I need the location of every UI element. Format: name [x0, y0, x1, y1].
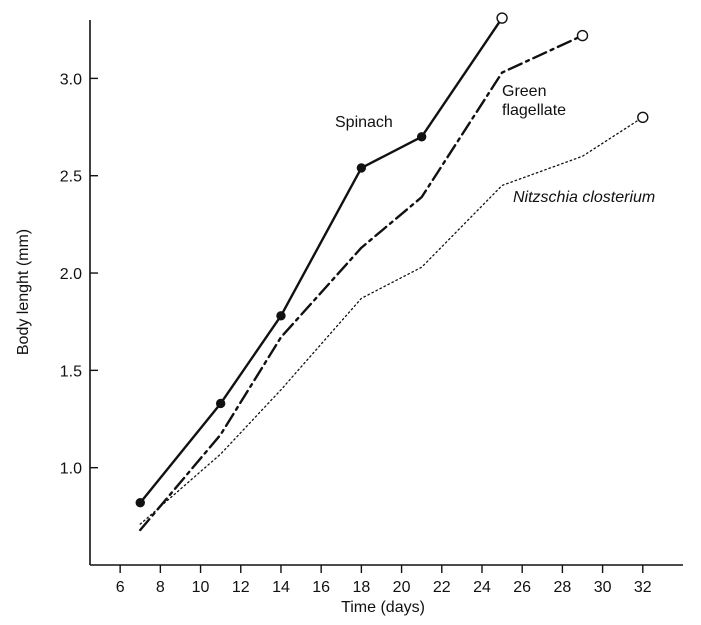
x-tick-label: 32 — [634, 579, 652, 596]
endpoint-open-marker — [576, 29, 589, 42]
x-tick-label: 18 — [352, 579, 370, 596]
x-tick-label: 26 — [513, 579, 531, 596]
x-tick-label: 16 — [312, 579, 330, 596]
data-point-marker — [276, 311, 286, 321]
data-point-marker — [416, 132, 427, 142]
x-tick-label: 28 — [553, 579, 571, 596]
x-tick-label: 30 — [594, 579, 612, 596]
x-tick-label: 22 — [433, 579, 451, 596]
y-ticks: 1.0 1.5 2.0 2.5 3.0 — [60, 71, 98, 478]
y-tick-label: 2.0 — [60, 266, 82, 283]
series-layer — [135, 12, 649, 532]
data-point-marker — [215, 398, 226, 409]
endpoint-open-marker — [637, 111, 649, 124]
series-label-spinach: Spinach — [335, 114, 393, 131]
data-point-marker — [135, 498, 145, 508]
series-line-2 — [139, 116, 644, 525]
series-line-0 — [139, 16, 504, 504]
x-tick-label: 8 — [156, 579, 165, 596]
x-axis-title: Time (days) — [341, 599, 425, 616]
x-tick-label: 6 — [116, 579, 125, 596]
data-point-marker — [356, 163, 367, 173]
series-line-1 — [139, 34, 584, 532]
endpoint-open-marker — [496, 12, 508, 24]
x-tick-label: 10 — [192, 579, 210, 596]
y-tick-label: 2.5 — [60, 169, 82, 186]
y-axis-title: Body lenght (mm) — [15, 229, 32, 355]
series-label-green-flagellate-line2: flagellate — [502, 102, 566, 119]
series-label-nitzschia-closterium: Nitzschia closterium — [513, 189, 655, 206]
x-tick-label: 14 — [272, 579, 290, 596]
x-tick-label: 24 — [473, 579, 491, 596]
y-tick-label: 3.0 — [60, 71, 82, 88]
axes — [89, 20, 683, 566]
y-tick-label: 1.0 — [60, 461, 82, 478]
y-tick-label: 1.5 — [60, 363, 82, 380]
series-label-green-flagellate-line1: Green — [502, 83, 546, 100]
x-tick-label: 12 — [232, 579, 250, 596]
x-tick-label: 20 — [393, 579, 411, 596]
x-ticks: 6 8 10 12 14 16 18 20 22 24 26 28 30 32 — [116, 565, 652, 596]
